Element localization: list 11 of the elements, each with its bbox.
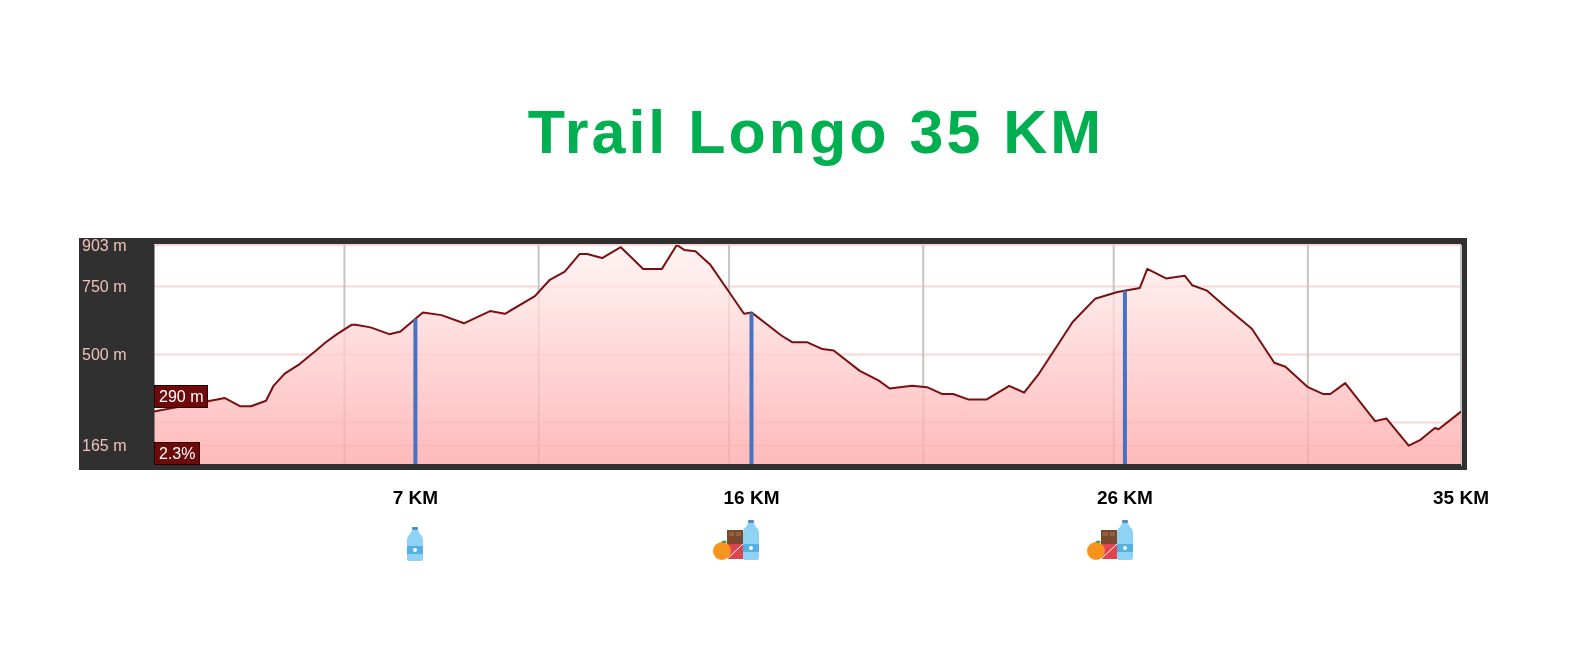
annotation: 2.3% [154,442,201,465]
x-tick-label: 35 KM [1433,487,1489,508]
y-tick-label: 500 m [82,346,127,364]
y-tick-label: 750 m [82,278,127,296]
chart-title: Trail Longo 35 KM [526,98,1106,166]
y-tick-label: 903 m [82,236,127,254]
annotation: 290 m [154,384,209,408]
x-tick-label: 26 KM [1096,487,1153,508]
x-tick-label: 7 KM [392,487,439,508]
x-tick-label: 16 KM [723,487,780,508]
y-tick-label: 165 m [82,437,127,455]
